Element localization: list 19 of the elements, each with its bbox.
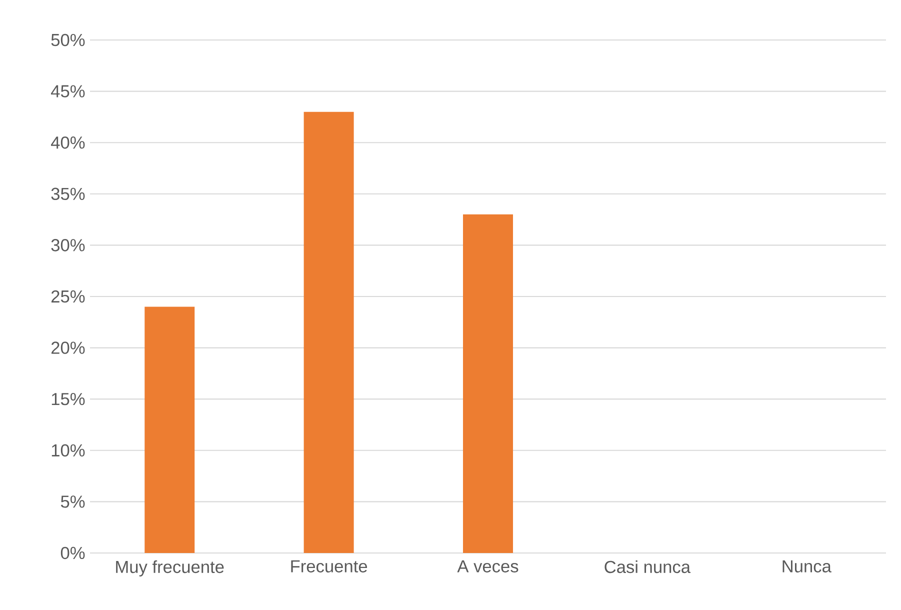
x-tick-label: A veces (457, 560, 518, 572)
y-tick-label: 5% (60, 496, 85, 508)
x-tick-label: Muy frecuente (116, 560, 224, 576)
bar (304, 112, 354, 553)
y-tick-label: 15% (52, 392, 85, 406)
x-tick-label: Casi nunca (604, 560, 691, 574)
bar (144, 306, 195, 553)
y-tick-label: 45% (51, 85, 85, 98)
bar (462, 214, 513, 553)
y-tick-label: 0% (60, 546, 85, 560)
x-tick-label: Nunca (782, 560, 832, 572)
y-tick-label: 35% (51, 188, 85, 200)
y-tick-label: 25% (51, 290, 85, 303)
y-tick-label: 20% (51, 342, 85, 354)
y-tick-label: 50% (51, 34, 85, 46)
y-tick-label: 30% (51, 239, 85, 252)
y-tick-label: 10% (52, 444, 85, 457)
x-tick-label: Frecuente (291, 560, 368, 572)
y-tick-label: 40% (51, 136, 85, 149)
